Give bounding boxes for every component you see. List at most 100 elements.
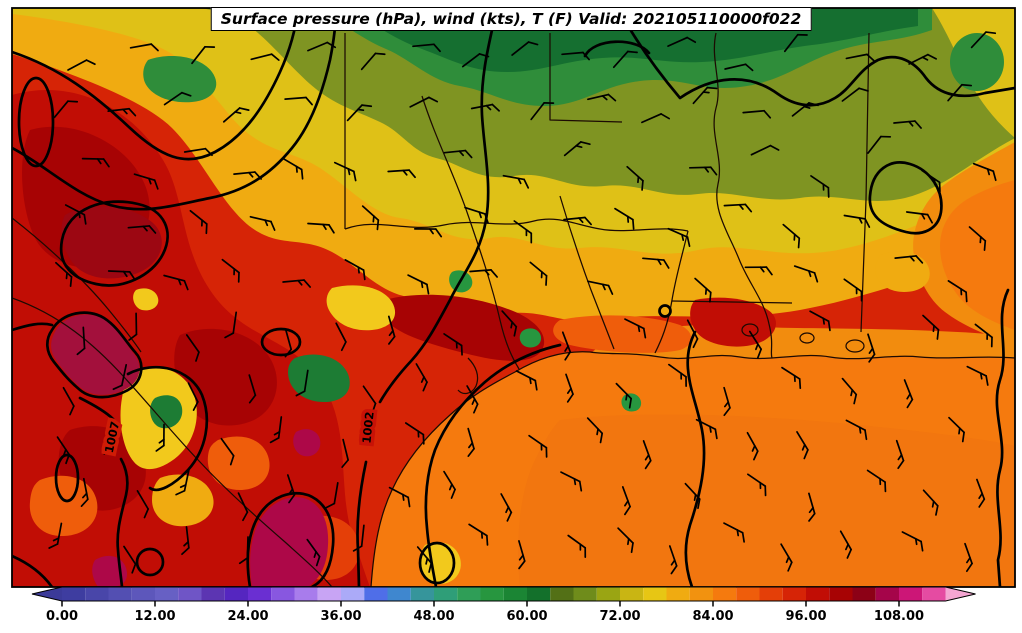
wind-barb [561,331,572,361]
wind-barb [286,474,296,504]
wind-barb [128,312,138,341]
wind-barb [233,171,262,180]
colorbar-tick-label: 36.00 [320,609,361,624]
wind-barb [970,31,997,49]
wind-barb [48,522,63,549]
colorbar-segment [480,587,504,601]
wind-barb [614,207,635,230]
wind-barb [615,382,632,409]
temp-region-yellow-patch-n [326,285,396,331]
boundary-ms-al-border [860,32,870,333]
wind-barb [750,144,780,156]
wind-barb [839,530,852,559]
wind-barb [565,373,574,403]
colorbar-tick-label: 108.00 [874,609,924,624]
colorbar-under-arrow [32,587,62,601]
wind-barb [808,492,816,522]
colorbar: 0.00 12.00 24.00 36.00 48.00 60.00 72.00 84.00 9… [31,586,976,624]
colorbar-segment [178,587,202,601]
wind-barb [809,310,831,332]
wind-barb [694,277,712,303]
isobar-contour [12,322,54,332]
colorbar-segment [387,587,411,601]
wind-barb [518,540,526,570]
geography-boundaries [12,32,1015,587]
wind-barb [416,546,433,573]
temp-region-green-patch-nw [143,56,217,103]
colorbar-segment [108,587,132,601]
isobar-contour [583,40,651,58]
wind-barb [224,311,238,339]
wind-barb [642,440,652,470]
wind-barb [668,363,687,387]
wind-barb [723,386,731,417]
temp-region-right-deep-orange [940,180,1015,330]
colorbar-segment [643,587,667,601]
temp-region-mottle-or1 [29,475,98,537]
wind-barb [966,365,989,386]
wind-barb [163,91,192,106]
wind-barb [668,545,678,575]
colorbar-segment [573,587,597,601]
wind-barb [470,103,500,112]
wind-barb [64,204,87,225]
wind-barb [684,482,701,510]
colorbar-segment [852,587,876,601]
wind-barb [76,326,86,356]
colorbar-tick-label: 96.00 [785,609,826,624]
wind-barb [464,206,489,224]
wind-barb [723,203,753,213]
wind-barb [867,333,876,363]
colorbar-segment [689,587,713,601]
isobar-contour [684,330,706,587]
wind-barb [346,104,373,122]
wind-barb [360,52,386,71]
wind-barb [641,113,671,124]
wind-barb [511,41,539,56]
wind-barb [746,431,759,461]
wind-barb [903,379,914,409]
wind-barb [502,174,530,189]
wind-barb [976,478,986,508]
wind-barb [845,419,868,441]
wind-barb [724,63,754,72]
isobar-contour [616,8,1015,107]
wind-barb [612,50,638,69]
isobar-contour [246,491,335,587]
colorbar-segment [596,587,620,601]
wind-barb [791,102,819,117]
wind-barb [845,53,875,62]
wind-barb [947,83,973,102]
wind-barb [964,542,973,573]
temp-region-magenta-bean [51,314,140,395]
wind-barb [782,223,801,249]
wind-barb [284,328,293,358]
wind-barb [443,149,473,159]
wind-barb [237,492,249,522]
wind-barb [155,423,165,452]
wind-barb [528,434,548,458]
wind-barb [974,323,993,348]
wind-barb [586,417,604,444]
wind-barb [81,157,110,168]
wind-barb [335,322,347,352]
wind-barb [500,493,513,522]
wind-barb [901,531,924,552]
wind-barb [67,59,96,71]
wind-barb [461,53,490,68]
boundary-la-lake2 [799,332,815,344]
isobar-contour [135,547,165,577]
colorbar-tick-label: 60.00 [506,609,547,624]
isobar-contour [995,288,1010,587]
wind-barb [107,107,137,117]
wind-barb [841,377,858,405]
wind-barb [513,220,533,244]
wind-barb [103,426,113,455]
temp-region-yellow-spot [133,288,159,311]
wind-barb [747,473,767,497]
boundary-pecos-river [12,217,142,353]
isobar-contour [418,541,456,585]
temp-region-green-speck2 [519,328,542,348]
wind-barb [723,522,745,543]
